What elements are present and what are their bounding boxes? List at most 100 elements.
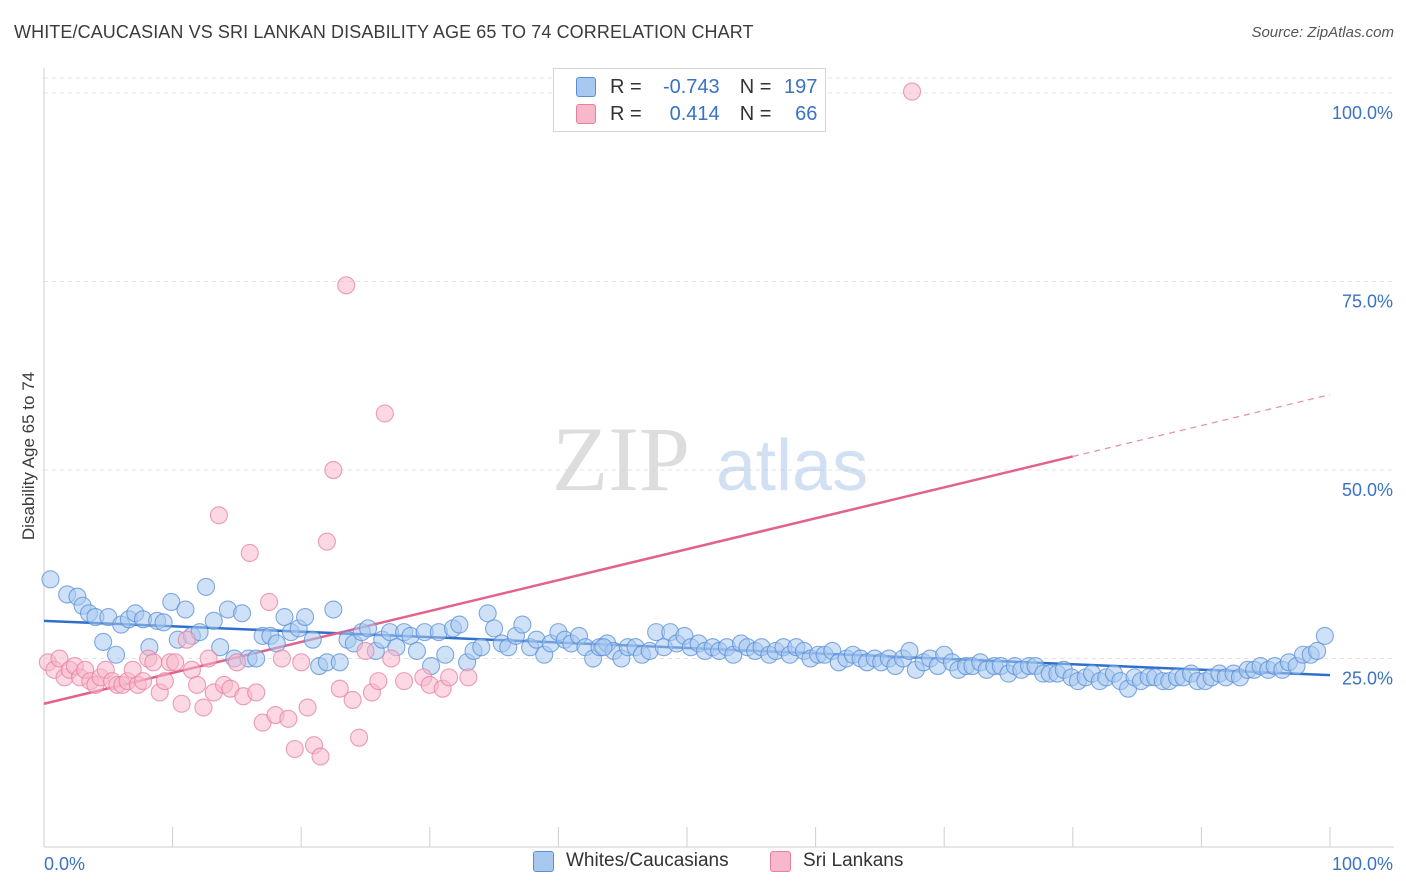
gridlines [44,77,1394,660]
point-srilankans [350,728,369,747]
point-srilankans [440,668,459,687]
x-tick-label: 0.0% [44,854,85,874]
point-srilankans [382,649,401,668]
point-srilankans [337,276,356,295]
point-srilankans [240,543,259,563]
source-label: Source: ZipAtlas.com [1251,24,1394,41]
trend-line-srilankans-extension [1072,394,1331,458]
point-whites [450,615,469,634]
point-srilankans [172,694,191,713]
swatch-pink-icon [576,104,596,124]
point-srilankans [177,630,196,649]
point-whites [478,604,497,623]
n-value: 197 [784,75,818,98]
point-whites [594,638,613,657]
point-whites [94,632,113,651]
point-srilankans [199,649,218,668]
watermark-zip: ZIP [552,408,690,510]
r-value: 0.414 [669,102,720,125]
point-whites [1308,641,1327,661]
point-whites [106,645,126,664]
point-srilankans [247,683,266,702]
point-srilankans [194,698,213,717]
point-whites [232,604,252,623]
point-srilankans [330,679,349,698]
legend-label-srilankans: Sri Lankans [803,850,904,871]
r-value: -0.743 [662,75,720,98]
point-srilankans [227,653,246,672]
point-srilankans [902,82,922,101]
point-whites [436,645,455,664]
point-whites [162,592,181,612]
y-axis-label: Disability Age 65 to 74 [19,372,38,540]
n-value: 66 [795,102,818,125]
point-srilankans [317,532,336,551]
swatch-pink-icon [770,850,791,872]
point-srilankans [144,653,163,672]
point-whites [296,608,315,627]
legend-label-whites: Whites/Caucasians [566,850,729,871]
point-whites [359,619,378,638]
point-srilankans [155,672,174,691]
point-srilankans [459,668,478,687]
point-whites [275,608,294,627]
point-whites [485,619,504,638]
point-srilankans [292,653,311,672]
point-srilankans [259,592,279,612]
stats-row-whites: R = -0.743 N = 197 [576,75,817,99]
point-srilankans [133,672,153,691]
swatch-blue-icon [576,77,596,97]
legend-item-srilankans: Sri Lankans [770,850,903,872]
watermark-atlas: atlas [716,426,868,506]
n-label: N = [739,102,772,125]
point-whites [154,613,173,632]
point-whites [247,649,266,668]
point-whites [41,570,60,589]
r-label: R = [610,75,642,98]
point-whites [900,641,919,661]
data-points [38,82,1334,766]
point-srilankans [343,690,362,710]
point-srilankans [311,747,330,766]
swatch-blue-icon [533,850,554,872]
point-whites [196,577,216,596]
y-tick-label: 25.0% [1342,669,1393,689]
chart-title: WHITE/CAUCASIAN VS SRI LANKAN DISABILITY… [14,22,754,42]
point-srilankans [187,675,207,694]
point-whites [330,653,349,672]
point-srilankans [182,660,201,679]
point-srilankans [324,460,343,480]
y-tick-label: 50.0% [1342,480,1393,500]
point-whites [211,638,230,657]
point-whites [176,600,195,619]
point-whites [303,630,322,649]
point-srilankans [209,506,228,525]
point-srilankans [298,698,317,717]
y-tick-label: 100.0% [1332,103,1393,123]
point-srilankans [272,649,291,668]
point-whites [1315,626,1334,645]
point-srilankans [279,709,298,728]
point-whites [407,641,426,661]
point-whites [324,600,343,619]
point-srilankans [369,672,388,691]
tick-labels: 25.0% 50.0% 75.0% 100.0% 0.0% 100.0% [44,103,1393,874]
n-label: N = [739,75,772,98]
axes [43,68,1394,848]
y-tick-label: 75.0% [1342,292,1393,312]
point-srilankans [356,641,375,661]
stats-legend: R = -0.743 N = 197 R = 0.414 N = 66 [553,68,826,132]
point-whites [204,611,223,630]
point-srilankans [395,672,414,691]
point-whites [472,638,491,657]
point-whites [513,615,532,634]
point-srilankans [285,739,304,759]
x-tick-label: 100.0% [1332,854,1393,874]
legend-item-whites: Whites/Caucasians [533,850,729,872]
r-label: R = [610,102,642,125]
point-srilankans [375,404,394,423]
point-srilankans [166,653,185,672]
point-whites [267,634,286,653]
stats-row-srilankans: R = 0.414 N = 66 [576,102,817,126]
point-srilankans [50,649,69,668]
